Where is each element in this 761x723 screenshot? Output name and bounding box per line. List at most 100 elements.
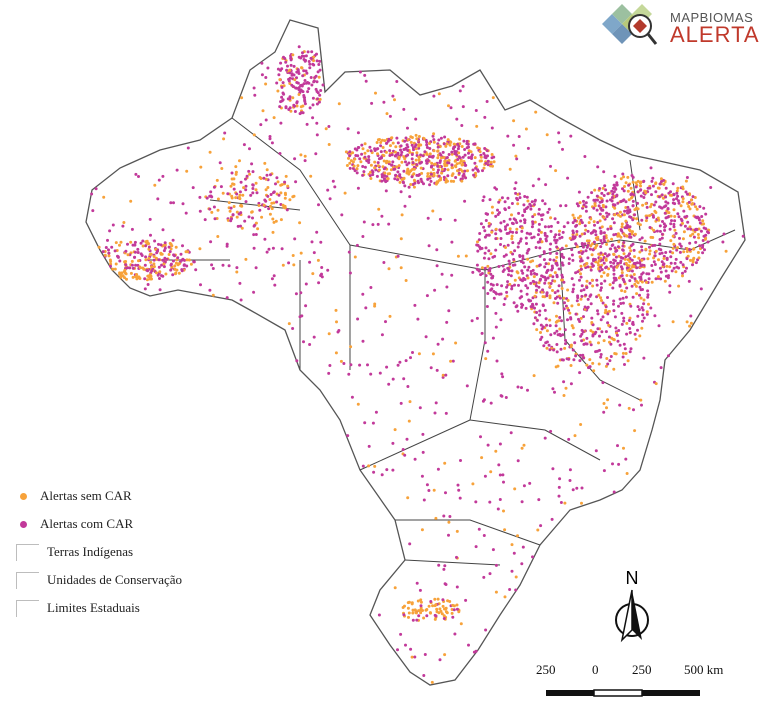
alert-com-car-dot xyxy=(467,151,470,155)
alert-com-car-dot xyxy=(425,614,429,618)
alert-com-car-dot xyxy=(592,240,596,244)
alert-com-car-dot xyxy=(638,285,642,289)
alert-com-car-dot xyxy=(401,448,405,451)
alert-com-car-dot xyxy=(400,150,404,154)
alert-com-car-dot xyxy=(514,191,518,195)
alert-com-car-dot xyxy=(277,73,281,77)
alert-com-car-dot xyxy=(541,199,545,203)
alert-com-car-dot xyxy=(537,222,541,226)
alert-com-car-dot xyxy=(315,102,319,106)
alert-sem-car-dot xyxy=(398,180,402,184)
alert-com-car-dot xyxy=(549,242,553,246)
alert-com-car-dot xyxy=(143,277,147,281)
alert-com-car-dot xyxy=(515,157,519,161)
alert-com-car-dot xyxy=(659,366,663,370)
alert-sem-car-dot xyxy=(689,198,693,202)
alert-com-car-dot xyxy=(595,278,599,282)
alert-com-car-dot xyxy=(607,253,611,257)
alert-com-car-dot xyxy=(482,195,486,199)
alert-com-car-dot xyxy=(641,288,644,291)
alert-sem-car-dot xyxy=(373,166,377,170)
alert-com-car-dot xyxy=(406,126,409,130)
alert-sem-car-dot xyxy=(601,186,605,190)
alert-com-car-dot xyxy=(472,650,476,654)
alert-sem-car-dot xyxy=(623,290,627,293)
alert-sem-car-dot xyxy=(327,332,331,336)
alert-com-car-dot xyxy=(642,179,646,183)
alert-sem-car-dot xyxy=(189,262,193,266)
alert-sem-car-dot xyxy=(605,242,609,246)
alert-com-car-dot xyxy=(134,172,138,176)
alert-sem-car-dot xyxy=(641,203,645,207)
alert-com-car-dot xyxy=(361,339,365,343)
alert-com-car-dot xyxy=(429,179,433,183)
alert-com-car-dot xyxy=(537,212,541,216)
alert-sem-car-dot xyxy=(677,284,681,288)
alert-sem-car-dot xyxy=(534,110,538,114)
alert-sem-car-dot xyxy=(393,428,397,432)
alert-com-car-dot xyxy=(144,244,148,248)
alert-com-car-dot xyxy=(176,256,180,260)
alert-com-car-dot xyxy=(251,170,255,174)
alert-com-car-dot xyxy=(425,483,429,487)
alert-com-car-dot xyxy=(531,304,535,308)
alert-sem-car-dot xyxy=(514,575,518,579)
alert-com-car-dot xyxy=(513,283,516,287)
alert-com-car-dot xyxy=(503,297,507,301)
alert-com-car-dot xyxy=(654,200,658,204)
alert-com-car-dot xyxy=(628,327,632,330)
alert-com-car-dot xyxy=(558,332,562,336)
alert-com-car-dot xyxy=(641,313,645,317)
alert-com-car-dot xyxy=(524,284,528,288)
alert-com-car-dot xyxy=(363,165,367,169)
alert-sem-car-dot xyxy=(672,242,676,246)
alert-com-car-dot xyxy=(539,524,543,528)
alert-com-car-dot xyxy=(213,217,217,221)
alert-com-car-dot xyxy=(501,473,505,477)
alert-com-car-dot xyxy=(599,251,603,255)
alert-com-car-dot xyxy=(669,222,673,226)
alert-com-car-dot xyxy=(208,288,212,292)
alert-com-car-dot xyxy=(586,265,590,269)
orange-dot-icon xyxy=(20,492,27,500)
alert-com-car-dot xyxy=(576,270,580,274)
alert-sem-car-dot xyxy=(619,235,623,239)
alert-com-car-dot xyxy=(375,174,379,178)
alert-com-car-dot xyxy=(417,614,421,618)
alert-com-car-dot xyxy=(553,238,557,242)
alert-sem-car-dot xyxy=(107,254,111,258)
alert-com-car-dot xyxy=(621,187,624,191)
alert-com-car-dot xyxy=(696,215,700,219)
alert-com-car-dot xyxy=(601,315,605,319)
alert-com-car-dot xyxy=(624,200,628,204)
alert-com-car-dot xyxy=(556,301,560,305)
alert-sem-car-dot xyxy=(613,213,617,217)
alert-com-car-dot xyxy=(582,356,586,360)
alert-com-car-dot xyxy=(687,200,691,204)
alert-sem-car-dot xyxy=(387,267,391,271)
alert-com-car-dot xyxy=(602,261,606,265)
alert-com-car-dot xyxy=(403,139,407,143)
alert-com-car-dot xyxy=(574,354,578,358)
alert-sem-car-dot xyxy=(446,168,450,172)
alert-com-car-dot xyxy=(419,177,423,181)
alert-com-car-dot xyxy=(613,315,617,319)
alert-com-car-dot xyxy=(265,250,269,254)
alert-com-car-dot xyxy=(547,225,551,229)
alert-sem-car-dot xyxy=(185,169,189,173)
alert-com-car-dot xyxy=(682,209,686,213)
alert-sem-car-dot xyxy=(137,275,141,279)
alert-com-car-dot xyxy=(538,246,542,250)
alert-com-car-dot xyxy=(553,217,557,221)
alert-com-car-dot xyxy=(361,464,365,468)
alert-com-car-dot xyxy=(416,317,420,321)
alert-com-car-dot xyxy=(348,271,352,275)
alert-com-car-dot xyxy=(427,489,431,492)
alert-com-car-dot xyxy=(519,237,523,241)
alert-com-car-dot xyxy=(342,362,346,365)
alert-com-car-dot xyxy=(703,248,706,252)
alert-sem-car-dot xyxy=(351,151,355,155)
alert-com-car-dot xyxy=(584,209,588,213)
alert-com-car-dot xyxy=(595,283,599,287)
